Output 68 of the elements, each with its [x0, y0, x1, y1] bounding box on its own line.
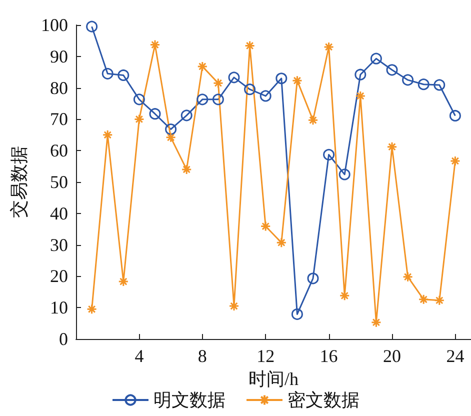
point — [355, 90, 366, 102]
y-tick-label: 100 — [41, 15, 68, 35]
point — [118, 69, 130, 81]
x-tick-label: 12 — [256, 346, 275, 366]
point — [307, 272, 319, 284]
point — [276, 72, 288, 84]
point — [134, 114, 144, 124]
point — [370, 317, 382, 328]
point — [102, 130, 113, 140]
point — [339, 290, 350, 301]
point — [196, 94, 208, 106]
point — [324, 42, 334, 52]
point — [386, 64, 398, 76]
point — [434, 295, 445, 306]
y-axis-title: 交易数据 — [9, 146, 29, 218]
y-tick-label: 30 — [50, 234, 68, 255]
point — [165, 124, 177, 135]
point — [292, 75, 302, 86]
point — [338, 168, 350, 180]
y-tick-label: 20 — [50, 266, 68, 286]
x-tick-label: 16 — [320, 346, 338, 366]
point — [418, 294, 429, 305]
point — [354, 68, 366, 80]
point — [323, 148, 335, 160]
point — [260, 221, 271, 232]
point — [181, 164, 192, 175]
y-tick-label: 10 — [50, 298, 68, 318]
y-tick-label: 40 — [50, 203, 68, 224]
point — [450, 156, 460, 166]
x-tick-label: 24 — [446, 346, 464, 366]
point — [449, 110, 461, 122]
point — [180, 110, 192, 122]
x-tick-label: 4 — [134, 346, 144, 366]
legend-label: 明文数据 — [154, 390, 226, 410]
point — [434, 79, 446, 91]
y-tick-label: 0 — [59, 329, 68, 349]
x-tick-label: 8 — [198, 346, 207, 366]
point — [244, 84, 256, 96]
y-tick-label: 60 — [50, 140, 68, 161]
point — [418, 78, 430, 90]
point — [402, 74, 414, 86]
point — [370, 52, 382, 64]
y-tick-label: 90 — [50, 46, 68, 66]
point — [102, 68, 114, 80]
x-axis-title: 时间/h — [248, 368, 299, 389]
point — [212, 94, 224, 106]
legend-label: 密文数据 — [288, 390, 360, 410]
point — [197, 61, 208, 72]
point — [228, 72, 240, 84]
point — [149, 108, 161, 120]
y-tick-label: 70 — [50, 109, 68, 130]
point — [402, 272, 414, 282]
x-tick-label: 20 — [383, 346, 401, 366]
point — [86, 304, 98, 314]
point — [276, 237, 287, 248]
point — [150, 40, 160, 50]
point — [291, 308, 303, 320]
y-tick-label: 50 — [50, 172, 68, 192]
point — [260, 90, 272, 102]
point — [118, 276, 129, 287]
point — [133, 94, 145, 106]
y-tick-label: 80 — [50, 78, 68, 98]
point — [308, 114, 318, 126]
point — [166, 132, 176, 143]
point — [228, 300, 240, 312]
point — [244, 40, 256, 51]
point — [212, 78, 224, 88]
point — [86, 20, 98, 32]
